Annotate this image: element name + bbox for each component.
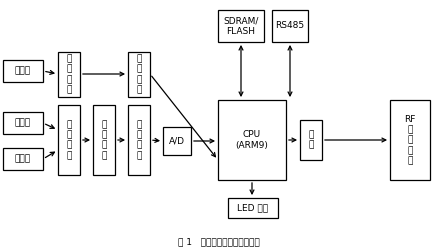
Bar	[128, 52, 150, 97]
Text: 图 1   电力变压器在线监测系统: 图 1 电力变压器在线监测系统	[178, 237, 260, 246]
Bar	[272, 10, 308, 42]
Bar	[218, 10, 264, 42]
Bar	[58, 52, 80, 97]
Bar	[390, 100, 430, 180]
Bar	[218, 100, 286, 180]
Text: 采
样
保
持: 采 样 保 持	[136, 120, 141, 160]
Bar	[93, 105, 115, 175]
Bar	[3, 112, 43, 134]
Bar	[3, 148, 43, 170]
Text: SDRAM/
FLASH: SDRAM/ FLASH	[223, 16, 259, 36]
Bar	[228, 198, 278, 218]
Text: RF
发
射
模
块: RF 发 射 模 块	[404, 115, 416, 165]
Text: 开关量: 开关量	[15, 67, 31, 76]
Text: A/D: A/D	[169, 137, 185, 145]
Text: 信
号
处
理: 信 号 处 理	[66, 54, 72, 94]
Text: LED 显示: LED 显示	[237, 204, 268, 212]
Text: 接
口: 接 口	[308, 130, 314, 150]
Bar	[3, 60, 43, 82]
Bar	[58, 105, 80, 175]
Bar	[128, 105, 150, 175]
Bar	[300, 120, 322, 160]
Text: CPU
(ARM9): CPU (ARM9)	[236, 130, 268, 150]
Text: 信
号
隔
离: 信 号 隔 离	[66, 120, 72, 160]
Text: 多
路
转
换: 多 路 转 换	[101, 120, 107, 160]
Text: 传感器: 传感器	[15, 154, 31, 164]
Text: RS485: RS485	[276, 21, 304, 30]
Text: 变送器: 变送器	[15, 118, 31, 128]
Text: 信
号
接
收: 信 号 接 收	[136, 54, 141, 94]
Bar	[163, 127, 191, 155]
